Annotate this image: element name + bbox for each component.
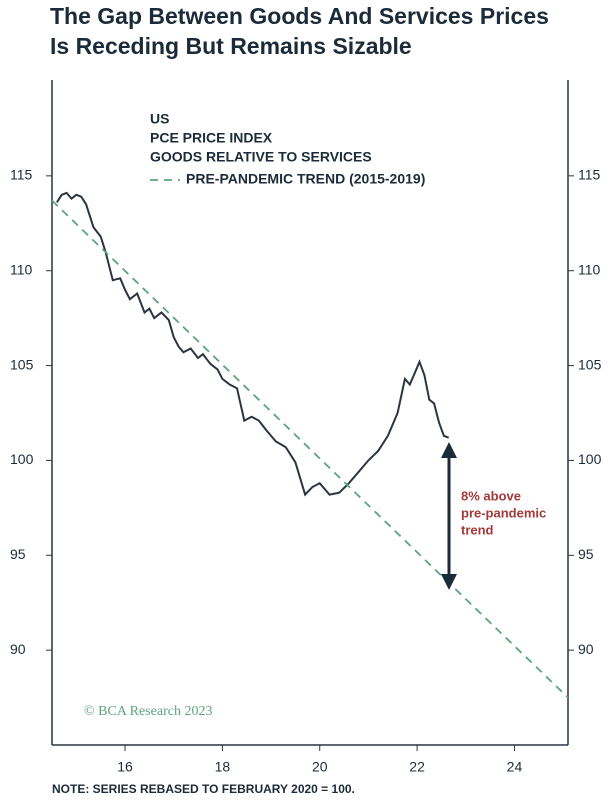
legend-label: GOODS RELATIVE TO SERVICES xyxy=(150,149,372,165)
legend-label: PRE-PANDEMIC TREND (2015-2019) xyxy=(186,171,425,187)
y-tick-label: 95 xyxy=(10,546,26,562)
arrow-head xyxy=(441,574,457,590)
y2-tick-label: 115 xyxy=(578,167,601,183)
legend-label: US xyxy=(150,111,169,127)
annotation: trend xyxy=(461,522,494,537)
y-tick-label: 115 xyxy=(10,167,33,183)
credit: © BCA Research 2023 xyxy=(84,704,212,719)
y2-tick-label: 100 xyxy=(578,451,602,467)
arrow-head xyxy=(441,442,457,458)
x-tick-label: 20 xyxy=(312,759,328,775)
legend-label: PCE PRICE INDEX xyxy=(150,130,273,146)
x-tick-label: 22 xyxy=(409,759,425,775)
annotation: pre-pandemic xyxy=(461,505,546,520)
line-series xyxy=(56,191,450,497)
x-tick-label: 16 xyxy=(117,759,133,775)
chart-title: Is Receding But Remains Sizable xyxy=(50,33,412,59)
y-tick-label: 110 xyxy=(10,261,33,277)
chart-title: The Gap Between Goods And Services Price… xyxy=(50,3,549,29)
y2-tick-label: 95 xyxy=(578,546,594,562)
y2-tick-label: 90 xyxy=(578,641,594,657)
y-tick-label: 90 xyxy=(10,641,26,657)
x-tick-label: 18 xyxy=(215,759,231,775)
note: NOTE: SERIES REBASED TO FEBRUARY 2020 = … xyxy=(52,782,355,796)
x-tick-label: 24 xyxy=(507,759,523,775)
line-series xyxy=(51,199,569,699)
y-tick-label: 100 xyxy=(10,451,34,467)
y-tick-label: 105 xyxy=(10,356,34,372)
y2-tick-label: 105 xyxy=(578,356,602,372)
annotation: 8% above xyxy=(461,488,521,503)
y2-tick-label: 110 xyxy=(578,261,601,277)
